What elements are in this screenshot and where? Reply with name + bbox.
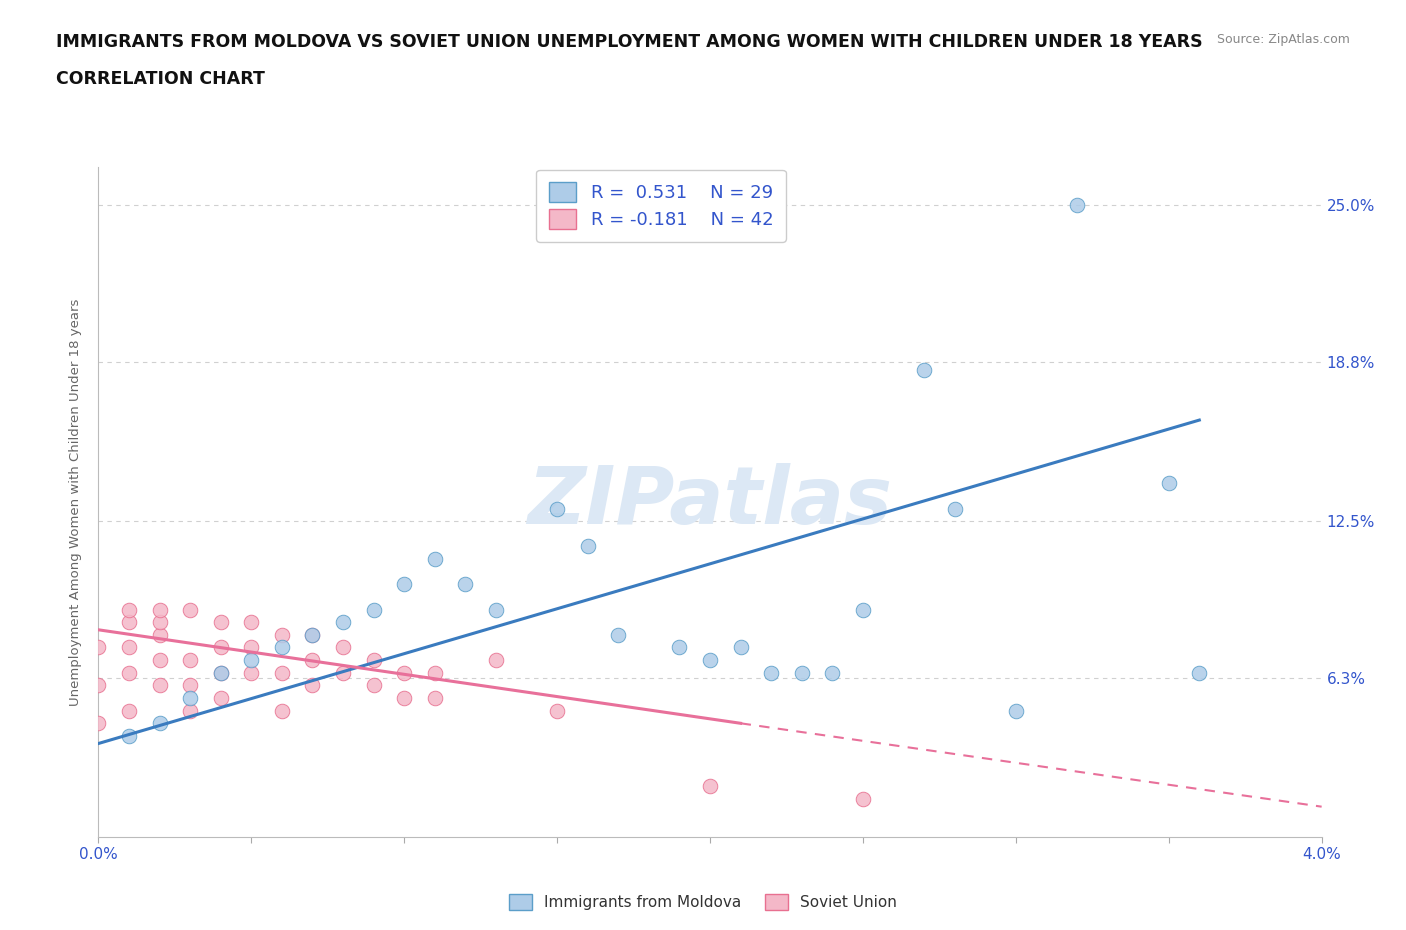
Point (943, 501, 966, 516)
Point (392, 691, 416, 706)
Point (87, 640, 110, 655)
Point (179, 678, 201, 693)
Point (576, 539, 599, 554)
Point (852, 791, 875, 806)
Text: Source: ZipAtlas.com: Source: ZipAtlas.com (1216, 33, 1350, 46)
Point (270, 640, 294, 655)
Point (423, 551, 446, 566)
Point (149, 615, 172, 630)
Point (363, 678, 385, 693)
Point (852, 602, 875, 617)
Point (301, 653, 323, 668)
Point (392, 577, 416, 591)
Point (209, 665, 232, 680)
Point (118, 728, 141, 743)
Point (270, 703, 294, 718)
Point (149, 678, 172, 693)
Point (759, 665, 782, 680)
Point (363, 653, 385, 668)
Point (118, 665, 141, 680)
Point (301, 628, 323, 643)
Text: ZIPatlas: ZIPatlas (527, 463, 893, 541)
Y-axis label: Unemployment Among Women with Children Under 18 years: Unemployment Among Women with Children U… (69, 299, 83, 706)
Point (240, 653, 263, 668)
Point (240, 640, 263, 655)
Point (1157, 476, 1180, 491)
Point (699, 653, 721, 668)
Legend: R =  0.531    N = 29, R = -0.181    N = 42: R = 0.531 N = 29, R = -0.181 N = 42 (536, 170, 786, 242)
Point (546, 703, 568, 718)
Point (149, 628, 172, 643)
Point (209, 665, 232, 680)
Point (790, 665, 813, 680)
Point (363, 602, 385, 617)
Text: CORRELATION CHART: CORRELATION CHART (56, 70, 266, 87)
Point (332, 665, 354, 680)
Point (423, 691, 446, 706)
Point (118, 640, 141, 655)
Point (423, 665, 446, 680)
Point (301, 628, 323, 643)
Point (149, 653, 172, 668)
Point (179, 602, 201, 617)
Point (87, 678, 110, 693)
Point (118, 703, 141, 718)
Point (87, 716, 110, 731)
Point (270, 628, 294, 643)
Point (1188, 665, 1211, 680)
Point (209, 615, 232, 630)
Point (485, 602, 508, 617)
Point (118, 602, 141, 617)
Point (332, 640, 354, 655)
Point (1066, 198, 1088, 213)
Point (607, 628, 630, 643)
Point (912, 362, 935, 377)
Point (179, 653, 201, 668)
Point (209, 691, 232, 706)
Point (1004, 703, 1026, 718)
Point (485, 653, 508, 668)
Point (118, 615, 141, 630)
Point (240, 665, 263, 680)
Point (392, 665, 416, 680)
Text: IMMIGRANTS FROM MOLDOVA VS SOVIET UNION UNEMPLOYMENT AMONG WOMEN WITH CHILDREN U: IMMIGRANTS FROM MOLDOVA VS SOVIET UNION … (56, 33, 1204, 50)
Point (209, 640, 232, 655)
Point (332, 615, 354, 630)
Point (149, 602, 172, 617)
Point (179, 691, 201, 706)
Point (179, 703, 201, 718)
Point (240, 615, 263, 630)
Point (821, 665, 844, 680)
Point (270, 665, 294, 680)
Point (301, 678, 323, 693)
Point (668, 640, 690, 655)
Point (454, 577, 477, 591)
Point (730, 640, 752, 655)
Legend: Immigrants from Moldova, Soviet Union: Immigrants from Moldova, Soviet Union (502, 886, 904, 918)
Point (546, 501, 568, 516)
Point (149, 716, 172, 731)
Point (699, 779, 721, 794)
